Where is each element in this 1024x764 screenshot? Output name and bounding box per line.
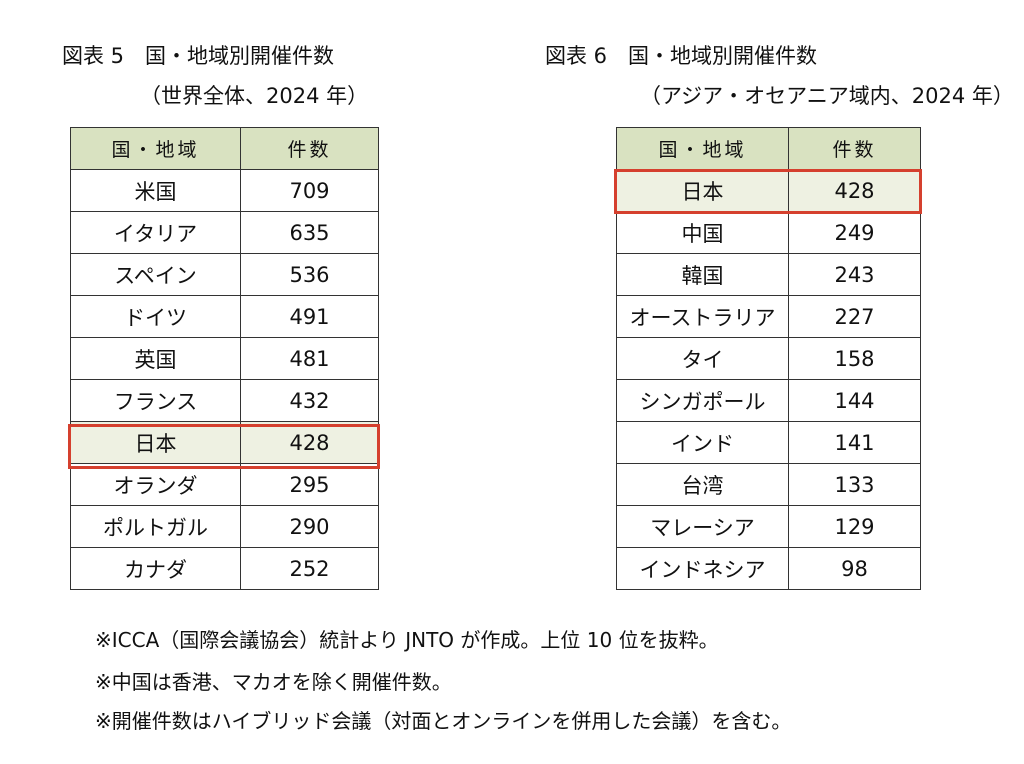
- table-row: オランダ 295: [70, 463, 379, 506]
- count-cell: 709: [240, 169, 379, 212]
- header-cell: 件数: [240, 127, 379, 170]
- country-cell: シンガポール: [616, 379, 789, 422]
- table-row: マレーシア 129: [616, 505, 921, 548]
- country-cell: 日本: [70, 421, 241, 464]
- figure-subtitle: （世界全体、2024 年）: [140, 84, 369, 108]
- figure-title: 図表 5 国・地域別開催件数: [62, 44, 335, 68]
- country-cell: カナダ: [70, 547, 241, 590]
- table-row: インド 141: [616, 421, 921, 464]
- country-cell: マレーシア: [616, 505, 789, 548]
- country-cell: スペイン: [70, 253, 241, 296]
- count-cell: 98: [788, 547, 921, 590]
- note: ※開催件数はハイブリッド会議（対面とオンラインを併用した会議）を含む。: [95, 709, 792, 733]
- table-row: タイ 158: [616, 337, 921, 380]
- country-cell: フランス: [70, 379, 241, 422]
- figure-title: 図表 6 国・地域別開催件数: [545, 44, 818, 68]
- count-cell: 227: [788, 295, 921, 338]
- country-cell: 米国: [70, 169, 241, 212]
- table-row: イタリア 635: [70, 211, 379, 254]
- country-cell: 中国: [616, 211, 789, 254]
- count-cell: 133: [788, 463, 921, 506]
- data-table: 国・地域 件数 日本 428 中国 249 韓国 243 オーストラリア 227 タイ 158 シンガポ…: [616, 127, 921, 590]
- country-cell: 韓国: [616, 253, 789, 296]
- count-cell: 129: [788, 505, 921, 548]
- country-cell: インド: [616, 421, 789, 464]
- count-cell: 428: [788, 169, 921, 212]
- country-cell: ドイツ: [70, 295, 241, 338]
- count-cell: 243: [788, 253, 921, 296]
- figure-subtitle: （アジア・オセアニア域内、2024 年）: [640, 84, 1014, 108]
- country-cell: ポルトガル: [70, 505, 241, 548]
- header-row: 国・地域 件数: [616, 127, 921, 170]
- table-row: スペイン 536: [70, 253, 379, 296]
- table-row: ドイツ 491: [70, 295, 379, 338]
- country-cell: 日本: [616, 169, 789, 212]
- header-cell: 国・地域: [70, 127, 241, 170]
- header-row: 国・地域 件数: [70, 127, 379, 170]
- table-row: 台湾 133: [616, 463, 921, 506]
- count-cell: 141: [788, 421, 921, 464]
- header-cell: 件数: [788, 127, 921, 170]
- count-cell: 432: [240, 379, 379, 422]
- country-cell: 台湾: [616, 463, 789, 506]
- count-cell: 249: [788, 211, 921, 254]
- count-cell: 536: [240, 253, 379, 296]
- table-row: カナダ 252: [70, 547, 379, 590]
- country-cell: イタリア: [70, 211, 241, 254]
- note: ※中国は香港、マカオを除く開催件数。: [95, 670, 452, 694]
- table-row: 韓国 243: [616, 253, 921, 296]
- note: ※ICCA（国際会議協会）統計より JNTO が作成。上位 10 位を抜粋。: [95, 628, 719, 652]
- count-cell: 144: [788, 379, 921, 422]
- table-row: ポルトガル 290: [70, 505, 379, 548]
- count-cell: 481: [240, 337, 379, 380]
- header-cell: 国・地域: [616, 127, 789, 170]
- highlight-box: [614, 168, 922, 214]
- country-cell: オーストラリア: [616, 295, 789, 338]
- country-cell: タイ: [616, 337, 789, 380]
- count-cell: 252: [240, 547, 379, 590]
- table-row: 米国 709: [70, 169, 379, 212]
- count-cell: 635: [240, 211, 379, 254]
- country-cell: インドネシア: [616, 547, 789, 590]
- count-cell: 295: [240, 463, 379, 506]
- count-cell: 158: [788, 337, 921, 380]
- table-row: オーストラリア 227: [616, 295, 921, 338]
- table-row: シンガポール 144: [616, 379, 921, 422]
- count-cell: 491: [240, 295, 379, 338]
- country-cell: オランダ: [70, 463, 241, 506]
- country-cell: 英国: [70, 337, 241, 380]
- count-cell: 290: [240, 505, 379, 548]
- table-row: 日本 428: [616, 169, 921, 212]
- table-row: 英国 481: [70, 337, 379, 380]
- highlight-box: [68, 423, 380, 469]
- table-row: 日本 428: [70, 421, 379, 464]
- table-row: フランス 432: [70, 379, 379, 422]
- table-row: インドネシア 98: [616, 547, 921, 590]
- table-row: 中国 249: [616, 211, 921, 254]
- data-table: 国・地域 件数 米国 709 イタリア 635 スペイン 536 ドイツ 491 英国 481 フランス…: [70, 127, 379, 590]
